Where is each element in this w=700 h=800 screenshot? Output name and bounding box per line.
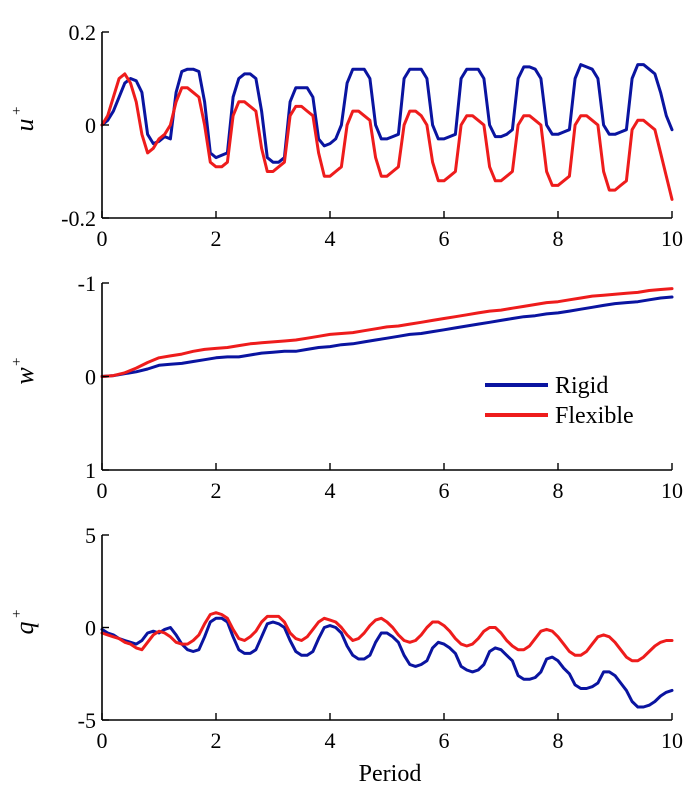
x-tick-label-w: 8 bbox=[553, 478, 564, 503]
x-tick-label-w: 4 bbox=[325, 478, 336, 503]
y-axis-label-text-q: q bbox=[10, 622, 39, 635]
y-tick-label-w: 1 bbox=[85, 458, 96, 483]
x-tick-label-q: 0 bbox=[97, 728, 108, 753]
legend-label-rigid: Rigid bbox=[555, 373, 608, 399]
x-tick-label-u: 8 bbox=[553, 226, 564, 251]
y-tick-label-u: -0.2 bbox=[61, 206, 96, 231]
y-tick-label-w: 0 bbox=[85, 365, 96, 390]
series-rigid-w bbox=[100, 295, 674, 378]
x-tick-label-u: 0 bbox=[97, 226, 108, 251]
y-axis-label-sup-w: + bbox=[9, 358, 25, 366]
series-flexible-q bbox=[100, 611, 674, 663]
x-axis-label: Period bbox=[359, 761, 422, 787]
y-tick-label-u: 0.2 bbox=[69, 20, 97, 45]
y-tick-label-u: 0 bbox=[85, 113, 96, 138]
x-tick-label-q: 10 bbox=[661, 728, 683, 753]
x-tick-label-w: 2 bbox=[211, 478, 222, 503]
x-tick-label-q: 6 bbox=[439, 728, 450, 753]
legend-label-flexible: Flexible bbox=[555, 403, 634, 429]
x-tick-label-q: 4 bbox=[325, 728, 336, 753]
y-axis-label-sup-q: + bbox=[9, 610, 25, 618]
x-tick-label-q: 8 bbox=[553, 728, 564, 753]
legend: Rigid Flexible bbox=[485, 373, 634, 429]
x-tick-label-u: 10 bbox=[661, 226, 683, 251]
y-axis-label-q: q+ bbox=[9, 610, 39, 635]
series-flexible-w bbox=[100, 287, 674, 378]
panel-u: 0 2 4 6 8 10-0.200.2u+ bbox=[9, 20, 683, 251]
x-tick-label-u: 2 bbox=[211, 226, 222, 251]
y-tick-label-q: -5 bbox=[78, 708, 96, 733]
series-rigid-u bbox=[100, 63, 674, 164]
y-axis-label-text-w: w bbox=[10, 367, 39, 385]
y-axis-label-sup-u: + bbox=[9, 107, 25, 115]
x-tick-label-w: 10 bbox=[661, 478, 683, 503]
x-tick-label-u: 6 bbox=[439, 226, 450, 251]
x-tick-label-q: 2 bbox=[211, 728, 222, 753]
y-axis-label-text-u: u bbox=[10, 119, 39, 132]
x-tick-label-w: 6 bbox=[439, 478, 450, 503]
series-rigid-q bbox=[100, 616, 674, 709]
y-axis-label-u: u+ bbox=[9, 107, 39, 132]
y-tick-label-w: -1 bbox=[78, 271, 96, 296]
y-tick-label-q: 0 bbox=[85, 616, 96, 641]
y-tick-label-q: 5 bbox=[85, 523, 96, 548]
x-tick-label-w: 0 bbox=[97, 478, 108, 503]
y-axis-label-w: w+ bbox=[9, 358, 39, 385]
x-tick-label-u: 4 bbox=[325, 226, 336, 251]
series-flexible-u bbox=[100, 72, 674, 201]
